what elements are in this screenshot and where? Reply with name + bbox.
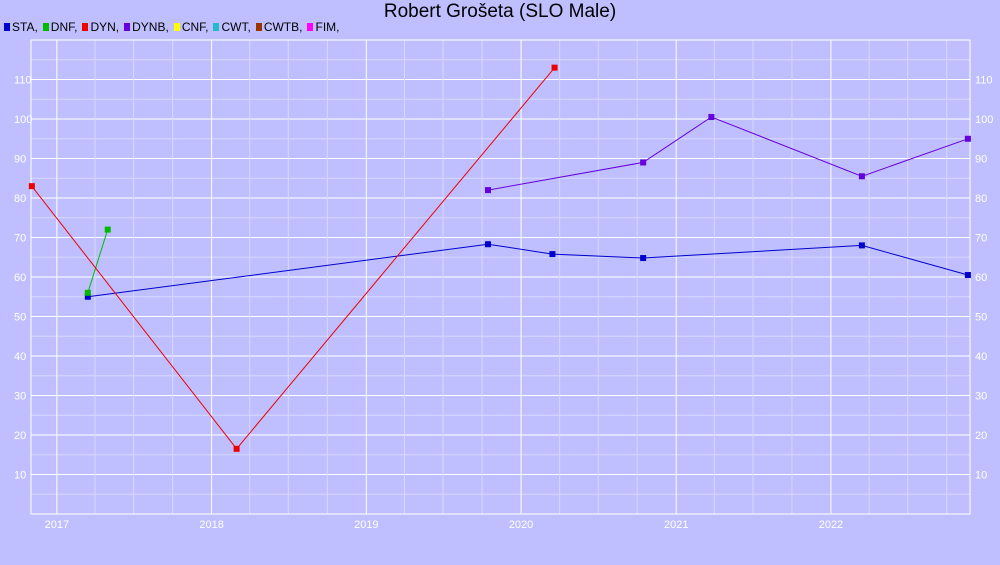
data-point-sta: [964, 272, 971, 279]
y-tick-label-left: 20: [14, 430, 26, 442]
legend-swatch: [124, 23, 131, 31]
legend-item-dynb: DYNB,: [124, 20, 169, 34]
y-tick-label-left: 40: [14, 351, 26, 363]
y-tick-label-left: 70: [14, 233, 26, 245]
y-tick-label-left: 90: [14, 154, 26, 166]
data-point-dyn: [28, 183, 35, 190]
legend-item-fim: FIM,: [307, 20, 339, 34]
data-point-sta: [640, 255, 647, 262]
legend-label: STA,: [12, 20, 38, 34]
grid: [31, 40, 970, 514]
y-tick-label-right: 90: [975, 154, 987, 166]
y-tick-label-right: 10: [975, 470, 987, 482]
data-point-sta: [858, 242, 865, 249]
y-tick-label-right: 20: [975, 430, 987, 442]
series-line-dnf: [87, 229, 109, 293]
legend-swatch: [42, 23, 49, 31]
y-tick-label-left: 30: [14, 391, 26, 403]
legend-item-cwt: CWT,: [213, 20, 251, 34]
x-tick-label: 2022: [819, 519, 843, 531]
legend-item-sta: STA,: [4, 20, 38, 34]
legend-label: DYN,: [90, 20, 120, 34]
x-tick-label: 2019: [354, 519, 378, 531]
y-tick-label-right: 50: [975, 312, 987, 324]
y-tick-label-left: 10: [14, 470, 26, 482]
data-point-sta: [84, 293, 91, 300]
legend-label: DYNB,: [132, 20, 169, 34]
legend-item-cwtb: CWTB,: [255, 20, 303, 34]
chart-title: Robert Grošeta (SLO Male): [383, 1, 617, 22]
y-tick-label-right: 100: [975, 114, 993, 126]
y-tick-label-left: 80: [14, 193, 26, 205]
legend: STA, DNF, DYN, DYNB, CNF, CWT, CWTB, FIM,: [4, 20, 344, 34]
y-tick-label-left: 110: [14, 75, 32, 87]
legend-swatch: [82, 23, 89, 31]
legend-label: FIM,: [315, 20, 340, 34]
y-tick-label-right: 30: [975, 391, 987, 403]
data-point-dynb: [964, 135, 971, 142]
legend-label: CWT,: [221, 20, 251, 34]
series-line-sta: [87, 243, 969, 298]
legend-swatch: [307, 23, 314, 31]
y-tick-label-right: 60: [975, 272, 987, 284]
data-point-dynb: [708, 114, 715, 121]
y-tick-label-left: 60: [14, 272, 26, 284]
series-line-dyn: [31, 67, 555, 450]
data-point-dnf: [84, 289, 91, 296]
data-point-sta: [549, 251, 556, 258]
x-tick-label: 2017: [45, 519, 69, 531]
legend-swatch: [173, 23, 180, 31]
legend-item-cnf: CNF,: [173, 20, 209, 34]
x-tick-label: 2020: [509, 519, 533, 531]
legend-item-dnf: DNF,: [42, 20, 78, 34]
legend-label: CNF,: [181, 20, 209, 34]
legend-label: CWTB,: [263, 20, 303, 34]
legend-swatch: [213, 23, 220, 31]
y-tick-label-left: 100: [14, 114, 32, 126]
legend-label: DNF,: [50, 20, 78, 34]
data-point-dynb: [484, 187, 491, 194]
data-point-dyn: [233, 445, 240, 452]
y-tick-label-right: 40: [975, 351, 987, 363]
data-point-dynb: [640, 159, 647, 166]
data-point-sta: [484, 241, 491, 248]
x-tick-label: 2018: [199, 519, 223, 531]
y-tick-label-left: 50: [14, 312, 26, 324]
y-tick-label-right: 110: [975, 75, 993, 87]
data-point-dyn: [551, 64, 558, 71]
data-point-dnf: [104, 226, 111, 233]
legend-item-dyn: DYN,: [82, 20, 119, 34]
legend-swatch: [4, 23, 10, 31]
y-tick-label-right: 80: [975, 193, 987, 205]
x-tick-label: 2021: [664, 519, 688, 531]
data-point-dynb: [858, 173, 865, 180]
legend-swatch: [255, 23, 262, 31]
series-layer: [28, 64, 971, 452]
y-tick-label-right: 70: [975, 233, 987, 245]
